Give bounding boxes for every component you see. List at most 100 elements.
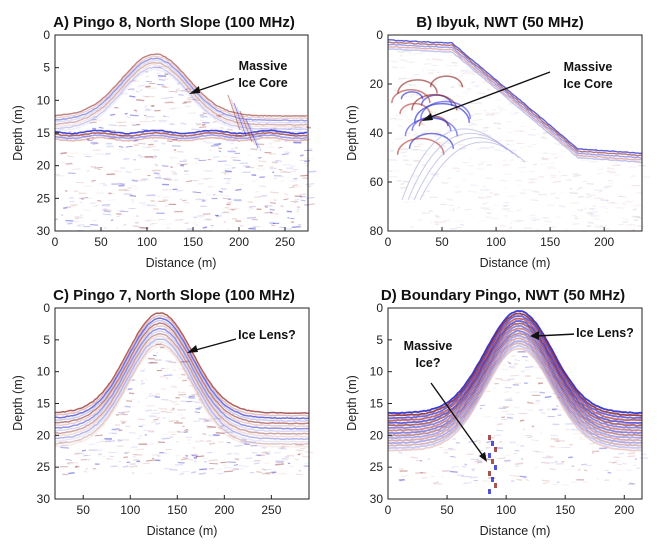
x-tick-label: 50 — [440, 503, 454, 517]
noise-streak — [531, 425, 535, 428]
noise-streak — [189, 395, 197, 398]
noise-streak — [92, 205, 98, 208]
noise-streak — [586, 213, 592, 215]
reflector-stripe — [387, 327, 643, 432]
ice-column-cell — [488, 435, 491, 440]
noise-streak — [441, 475, 444, 478]
reflector-stripe — [54, 312, 309, 415]
noise-streak — [587, 221, 594, 224]
noise-streak — [450, 61, 456, 64]
noise-streak — [69, 220, 79, 223]
noise-streak — [423, 129, 431, 132]
noise-streak — [224, 467, 233, 469]
ice-column-cell — [494, 447, 497, 452]
noise-streak — [141, 203, 150, 206]
noise-streak — [151, 119, 156, 122]
noise-streak — [519, 130, 527, 133]
noise-streak — [92, 115, 98, 118]
noise-streak — [173, 403, 180, 406]
noise-streak — [145, 108, 150, 111]
noise-streak — [496, 423, 503, 426]
noise-streak — [119, 130, 123, 133]
noise-streak — [431, 64, 438, 67]
noise-streak — [471, 216, 474, 218]
panel-c-arrow-head — [187, 345, 198, 353]
noise-streak — [269, 212, 279, 215]
noise-streak — [191, 128, 201, 131]
noise-streak — [399, 186, 408, 189]
noise-streak — [151, 457, 155, 460]
diffraction-arc — [420, 100, 472, 119]
noise-streak — [525, 366, 534, 368]
noise-streak — [622, 218, 630, 220]
noise-streak — [587, 193, 596, 197]
noise-streak — [298, 193, 307, 196]
noise-streak — [453, 186, 460, 188]
noise-streak — [70, 204, 78, 207]
noise-streak — [560, 174, 568, 177]
noise-streak — [442, 219, 450, 222]
noise-streak — [475, 439, 481, 442]
noise-streak — [617, 478, 623, 482]
noise-streak — [120, 92, 128, 95]
noise-streak — [273, 126, 277, 130]
noise-streak — [538, 409, 543, 411]
noise-streak — [541, 156, 544, 159]
noise-streak — [616, 206, 625, 209]
noise-streak — [453, 64, 458, 67]
noise-streak — [175, 454, 181, 457]
noise-streak — [572, 174, 582, 177]
noise-streak — [221, 171, 230, 174]
noise-streak — [281, 175, 285, 178]
noise-streak — [75, 452, 83, 455]
reflector-stripe — [387, 347, 643, 452]
y-tick-label: 15 — [37, 397, 51, 411]
noise-streak — [198, 417, 206, 421]
noise-streak — [79, 201, 83, 204]
noise-streak — [153, 172, 160, 175]
noise-streak — [176, 430, 181, 433]
noise-streak — [508, 362, 512, 365]
noise-streak — [129, 465, 138, 468]
noise-streak — [145, 358, 153, 360]
noise-streak — [527, 401, 534, 405]
y-tick-label: 30 — [37, 224, 51, 238]
noise-streak — [503, 454, 510, 457]
noise-streak — [294, 126, 303, 129]
noise-streak — [183, 431, 189, 434]
reflector-stripe — [387, 337, 643, 442]
noise-streak — [397, 125, 403, 128]
noise-streak — [150, 443, 155, 445]
noise-streak — [493, 122, 502, 125]
noise-streak — [199, 126, 207, 128]
noise-streak — [158, 78, 166, 81]
noise-streak — [550, 192, 557, 195]
noise-streak — [100, 424, 107, 427]
noise-streak — [561, 461, 565, 463]
noise-streak — [61, 161, 65, 164]
panel-c: C) Pingo 7, North Slope (100 MHz) 50 100 1… — [0, 275, 332, 550]
noise-streak — [446, 198, 453, 201]
noise-streak — [76, 181, 85, 184]
noise-streak — [633, 219, 638, 222]
noise-streak — [69, 200, 75, 203]
noise-streak — [631, 159, 638, 162]
noise-streak — [424, 180, 428, 183]
noise-streak — [137, 418, 146, 421]
noise-streak — [541, 411, 546, 415]
noise-streak — [162, 177, 171, 180]
noise-streak — [107, 145, 115, 148]
noise-streak — [604, 208, 610, 210]
noise-streak — [163, 178, 172, 181]
y-tick-label: 5 — [376, 333, 383, 347]
noise-streak — [579, 436, 583, 439]
flank-reflector — [230, 98, 244, 134]
noise-streak — [192, 98, 200, 102]
x-tick-label: 150 — [183, 235, 203, 249]
panel-d-radargram — [387, 309, 648, 494]
noise-streak — [548, 162, 555, 165]
noise-streak — [231, 437, 236, 439]
panel-a-svg: A) Pingo 8, North Slope (100 MHz) 0 50 100… — [11, 14, 317, 270]
panel-d-annotation2-line1: Massive — [404, 339, 453, 353]
reflector-stripe — [55, 327, 310, 430]
